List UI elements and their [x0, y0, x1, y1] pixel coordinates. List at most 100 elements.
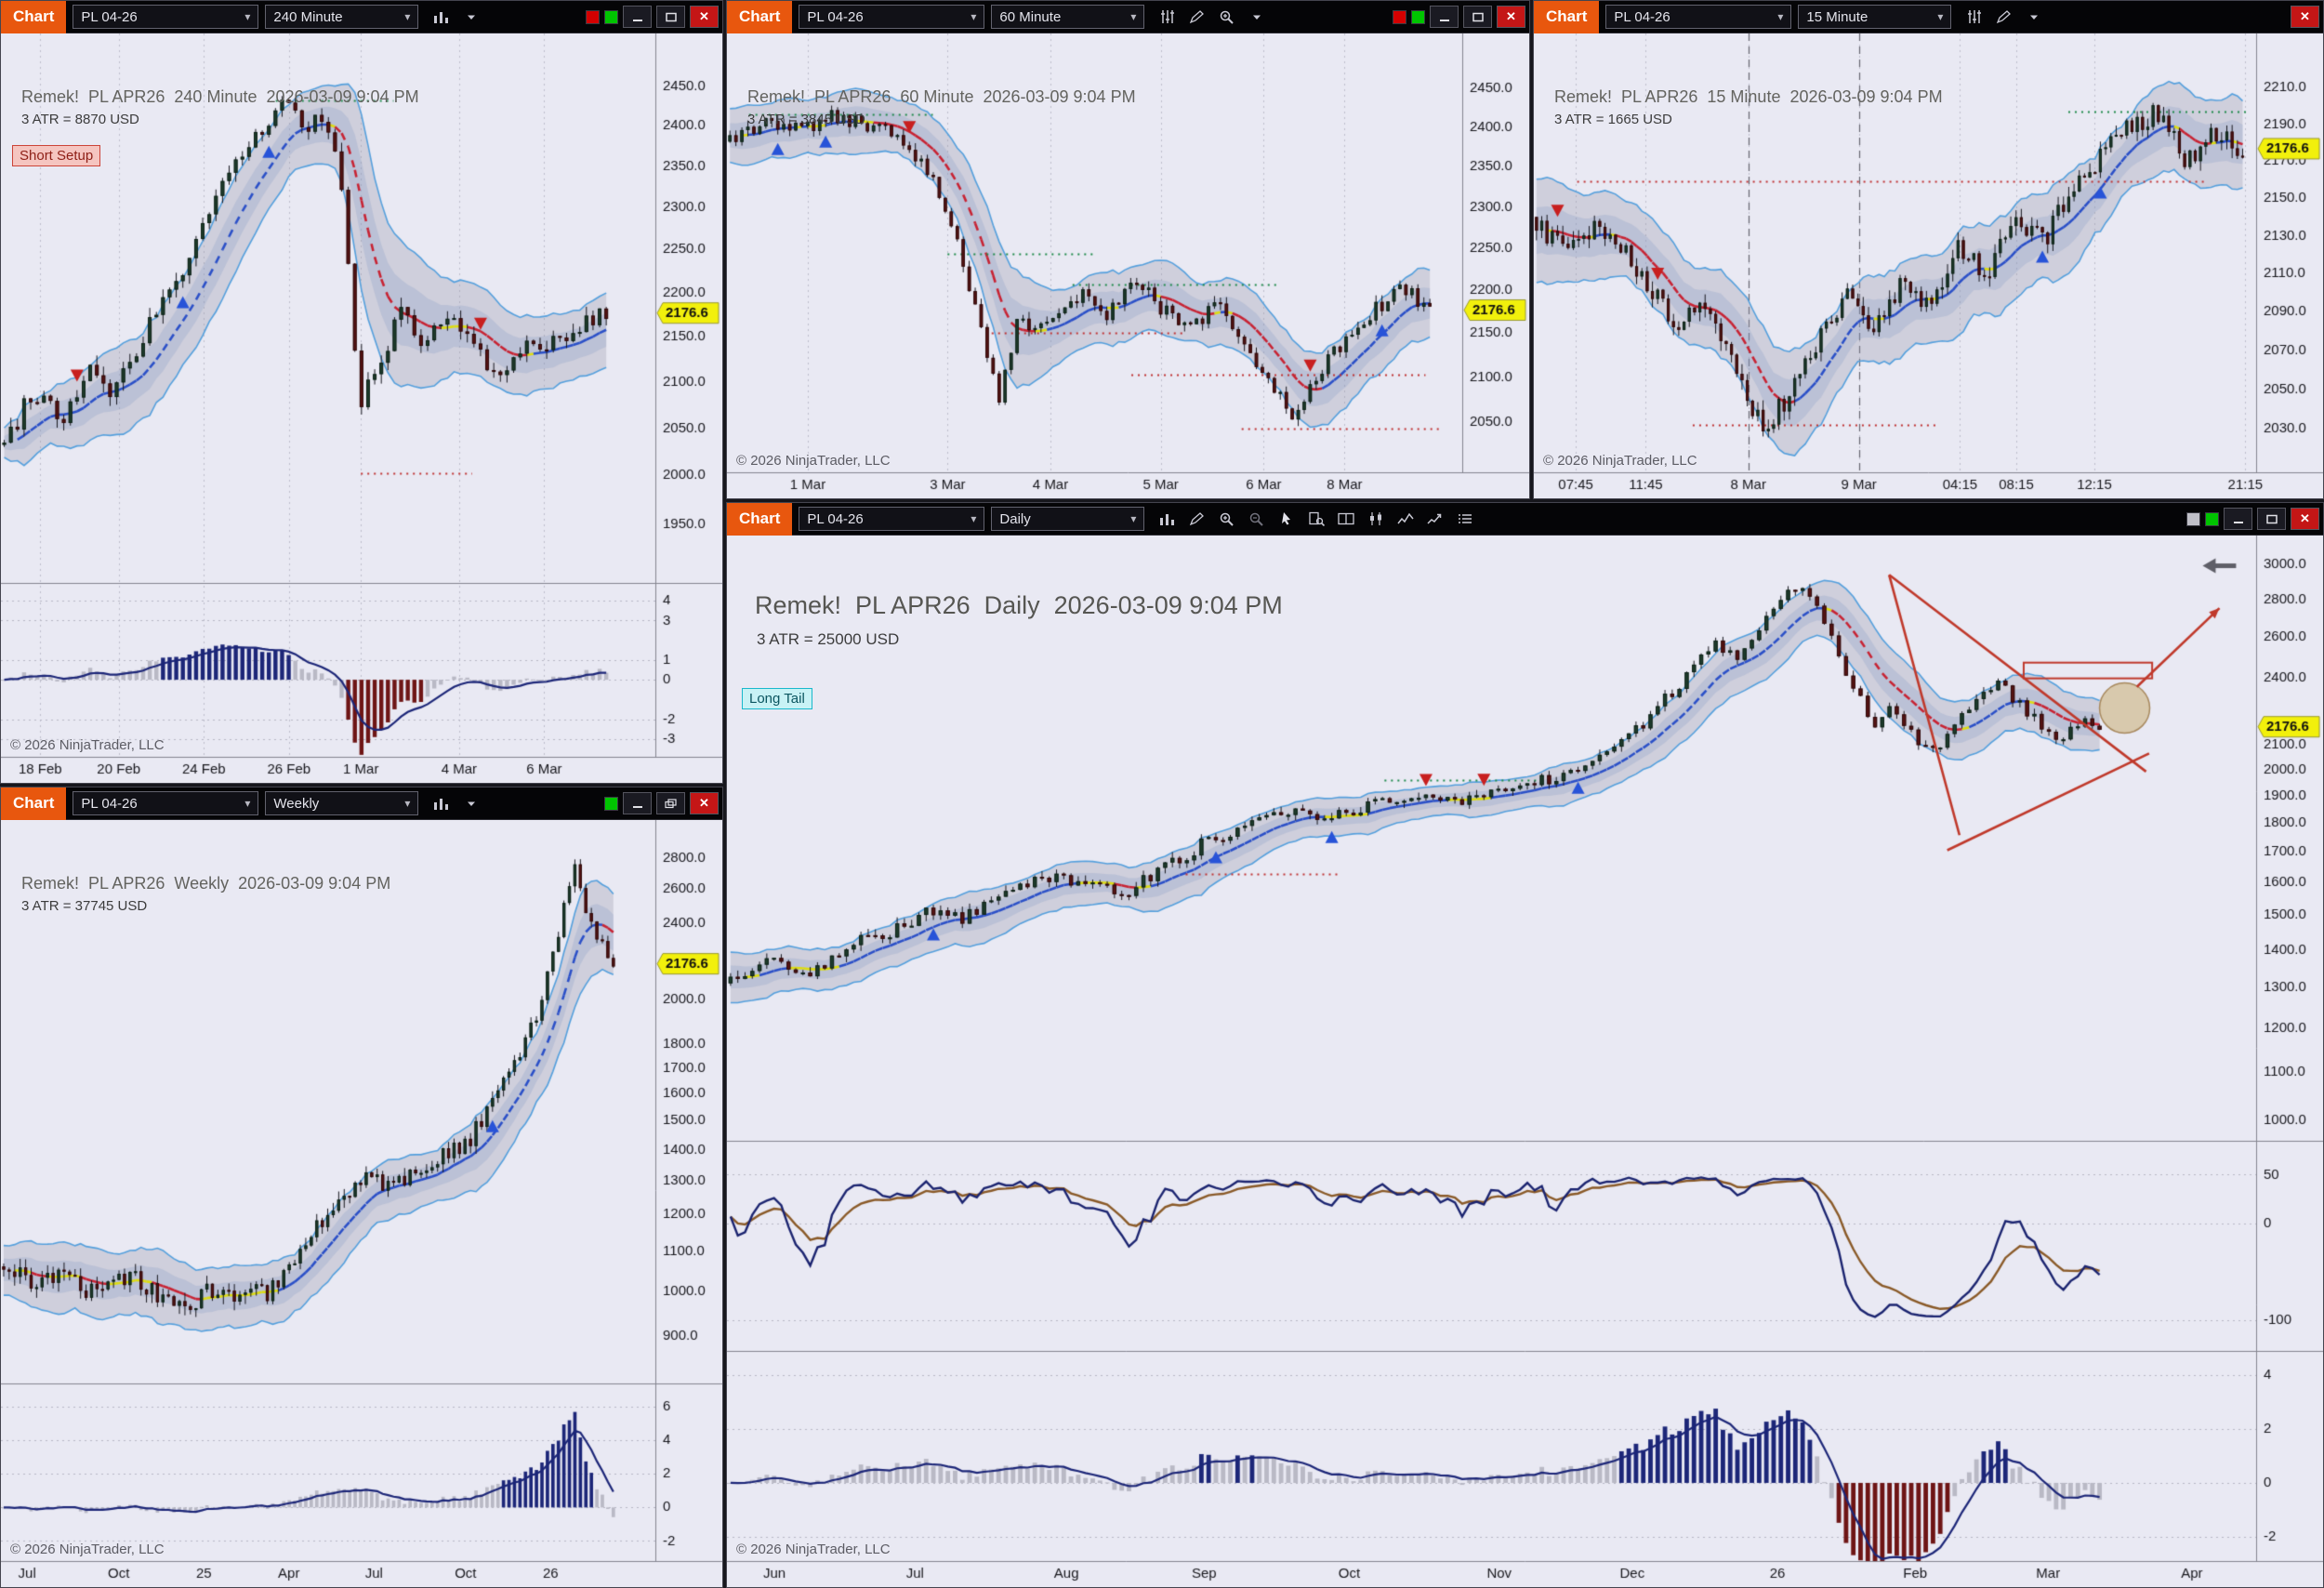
titlebar-daily: Chart PL 04-26 ▾ Daily ▾ ✕ [727, 502, 2323, 536]
instrument-select[interactable]: PL 04-26 ▾ [1605, 5, 1792, 29]
interval-select[interactable]: Daily ▾ [991, 507, 1145, 531]
caret-down-icon: ▾ [1937, 10, 1944, 23]
titlebar-weekly: Chart PL 04-26 ▾ Weekly ▾ ✕ [1, 787, 722, 820]
chart-type-icon[interactable] [1155, 509, 1180, 530]
green-indicator-icon[interactable] [1411, 9, 1425, 24]
list-icon[interactable] [1452, 509, 1477, 530]
interval-select[interactable]: 240 Minute ▾ [265, 5, 419, 29]
close-button[interactable]: ✕ [2291, 508, 2319, 530]
sliders-icon[interactable] [1961, 7, 1987, 28]
instrument-value: PL 04-26 [1614, 8, 1670, 25]
copyright-label: © 2026 NinjaTrader, LLC [10, 737, 165, 753]
zoom-in-icon[interactable] [1214, 509, 1239, 530]
chart-atr-label: 3 ATR = 1665 USD [1554, 112, 1672, 127]
caret-down-icon: ▾ [404, 10, 411, 23]
instrument-value: PL 04-26 [81, 8, 138, 25]
chart-canvas-240-minute[interactable] [1, 33, 722, 783]
instrument-select[interactable]: PL 04-26 ▾ [799, 507, 985, 531]
chart-tab[interactable]: Chart [1, 0, 67, 33]
green-indicator-icon[interactable] [604, 796, 618, 811]
panels-icon[interactable] [1333, 509, 1358, 530]
cursor-icon[interactable] [1274, 509, 1299, 530]
caret-down-icon: ▾ [1130, 512, 1137, 525]
zoom-out-icon[interactable] [1244, 509, 1269, 530]
chart-panel-daily: Chart PL 04-26 ▾ Daily ▾ ✕ Remek! PL APR26 Da… [726, 502, 2324, 1588]
chart-title: Remek! PL APR26 Daily 2026-03-09 9:04 PM [755, 591, 1283, 619]
minimize-button[interactable] [623, 792, 652, 814]
interval-value: Daily [999, 510, 1031, 527]
pencil-icon[interactable] [1184, 7, 1209, 28]
setup-badge-long: Long Tail [742, 688, 812, 709]
close-button[interactable]: ✕ [690, 6, 719, 28]
sliders-icon[interactable] [1155, 7, 1180, 28]
chart-tab[interactable]: Chart [727, 502, 793, 536]
caret-down-icon: ▾ [404, 797, 411, 810]
close-button[interactable]: ✕ [690, 792, 719, 814]
doc-search-icon[interactable] [1303, 509, 1328, 530]
interval-value: 60 Minute [999, 8, 1062, 25]
chart-tab[interactable]: Chart [1, 787, 67, 820]
red-indicator-icon[interactable] [1393, 9, 1406, 24]
interval-value: 240 Minute [273, 8, 343, 25]
interval-select[interactable]: 60 Minute ▾ [991, 5, 1145, 29]
chart-canvas-daily[interactable] [727, 536, 2323, 1587]
interval-value: Weekly [273, 795, 320, 812]
copyright-label: © 2026 NinjaTrader, LLC [10, 1542, 165, 1557]
minimize-button[interactable] [623, 6, 652, 28]
instrument-select[interactable]: PL 04-26 ▾ [73, 791, 259, 815]
chart-atr-label: 3 ATR = 25000 USD [757, 630, 900, 648]
instrument-value: PL 04-26 [807, 510, 864, 527]
maximize-button[interactable] [2257, 508, 2286, 530]
chart-panel-weekly: Chart PL 04-26 ▾ Weekly ▾ ✕ Remek! PL APR26 W… [0, 787, 723, 1588]
maximize-button[interactable] [1463, 6, 1492, 28]
instrument-select[interactable]: PL 04-26 ▾ [73, 5, 259, 29]
pencil-icon[interactable] [1991, 7, 2016, 28]
green-indicator-icon[interactable] [604, 9, 618, 24]
close-button[interactable]: ✕ [1497, 6, 1525, 28]
chart-body: Remek! PL APR26 15 Minute 2026-03-09 9:0… [1534, 33, 2323, 498]
red-indicator-icon[interactable] [586, 9, 600, 24]
pencil-icon[interactable] [1184, 509, 1209, 530]
chart-canvas-60-minute[interactable] [727, 33, 1529, 498]
instrument-select[interactable]: PL 04-26 ▾ [799, 5, 985, 29]
line-chart-icon[interactable] [1393, 509, 1418, 530]
zoom-in-icon[interactable] [1214, 7, 1239, 28]
minimize-button[interactable] [1430, 6, 1459, 28]
copyright-label: © 2026 NinjaTrader, LLC [736, 453, 891, 469]
interval-select[interactable]: 15 Minute ▾ [1798, 5, 1952, 29]
chart-panel-60-minute: Chart PL 04-26 ▾ 60 Minute ▾ ✕ Remek! PL APR2… [726, 0, 1530, 499]
interval-value: 15 Minute [1806, 8, 1868, 25]
chart-body: Remek! PL APR26 60 Minute 2026-03-09 9:0… [727, 33, 1529, 498]
caret-down-icon: ▾ [1130, 10, 1137, 23]
chart-body: Remek! PL APR26 240 Minute 2026-03-09 9:… [1, 33, 722, 783]
chart-tab[interactable]: Chart [727, 0, 793, 33]
caret-down-icon[interactable] [458, 793, 483, 814]
chart-canvas-15-minute[interactable] [1534, 33, 2323, 498]
caret-down-icon: ▾ [1777, 10, 1784, 23]
chart-panel-240-minute: Chart PL 04-26 ▾ 240 Minute ▾ ✕ Remek! PL APR… [0, 0, 723, 784]
close-button[interactable]: ✕ [2291, 6, 2319, 28]
chart-type-icon[interactable] [429, 7, 454, 28]
instrument-value: PL 04-26 [807, 8, 864, 25]
setup-badge-short: Short Setup [12, 145, 101, 166]
titlebar-15-minute: Chart PL 04-26 ▾ 15 Minute ▾ ✕ [1534, 0, 2323, 33]
gray-indicator-icon[interactable] [2186, 511, 2200, 526]
caret-down-icon[interactable] [1244, 7, 1269, 28]
caret-down-icon: ▾ [971, 10, 977, 23]
candles-icon[interactable] [1363, 509, 1388, 530]
chart-type-icon[interactable] [429, 793, 454, 814]
chart-tab[interactable]: Chart [1534, 0, 1600, 33]
restore-button[interactable] [656, 792, 685, 814]
copyright-label: © 2026 NinjaTrader, LLC [1543, 453, 1697, 469]
chart-atr-label: 3 ATR = 3845 USD [747, 112, 865, 127]
caret-down-icon[interactable] [458, 7, 483, 28]
minimize-button[interactable] [2224, 508, 2252, 530]
green-indicator-icon[interactable] [2205, 511, 2219, 526]
analytics-icon[interactable] [1422, 509, 1447, 530]
chart-canvas-weekly[interactable] [1, 820, 722, 1587]
maximize-button[interactable] [656, 6, 685, 28]
caret-down-icon[interactable] [2021, 7, 2046, 28]
interval-select[interactable]: Weekly ▾ [265, 791, 419, 815]
caret-down-icon: ▾ [244, 797, 251, 810]
chart-panel-15-minute: Chart PL 04-26 ▾ 15 Minute ▾ ✕ Remek! PL APR2… [1533, 0, 2324, 499]
